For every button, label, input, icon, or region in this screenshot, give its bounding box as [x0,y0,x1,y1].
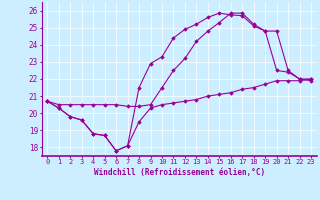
X-axis label: Windchill (Refroidissement éolien,°C): Windchill (Refroidissement éolien,°C) [94,168,265,177]
